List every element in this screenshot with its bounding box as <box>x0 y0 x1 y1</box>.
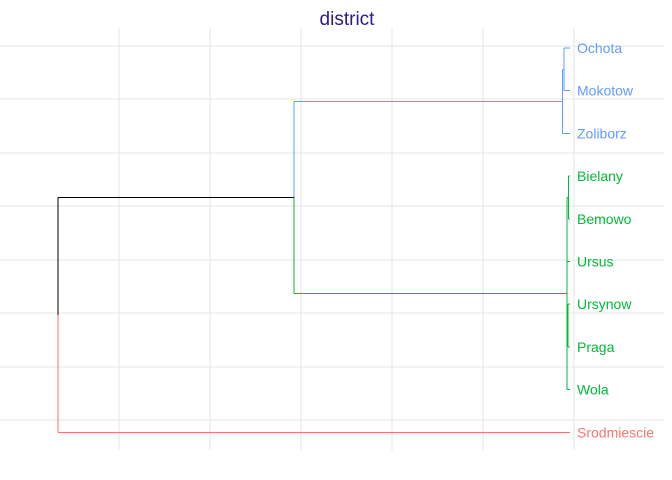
leaf-labels: Ochota Mokotow Zoliborz Bielany Bemowo Ursus U… <box>577 40 654 440</box>
leaf-label-wola: Wola <box>577 382 609 398</box>
chart-title: district <box>320 9 376 30</box>
dendrogram-links <box>57 47 570 433</box>
leaf-label-praga: Praga <box>577 339 615 355</box>
leaf-label-bielany: Bielany <box>577 168 623 184</box>
leaf-label-mokotow: Mokotow <box>577 83 634 99</box>
leaf-label-bemowo: Bemowo <box>577 211 632 227</box>
leaf-label-zoliborz: Zoliborz <box>577 125 627 141</box>
leaf-label-ursynow: Ursynow <box>577 296 632 312</box>
leaf-label-ochota: Ochota <box>577 40 622 56</box>
grid-lines <box>0 28 664 450</box>
leaf-label-srodmiescie: Srodmiescie <box>577 424 654 440</box>
leaf-label-ursus: Ursus <box>577 254 614 270</box>
